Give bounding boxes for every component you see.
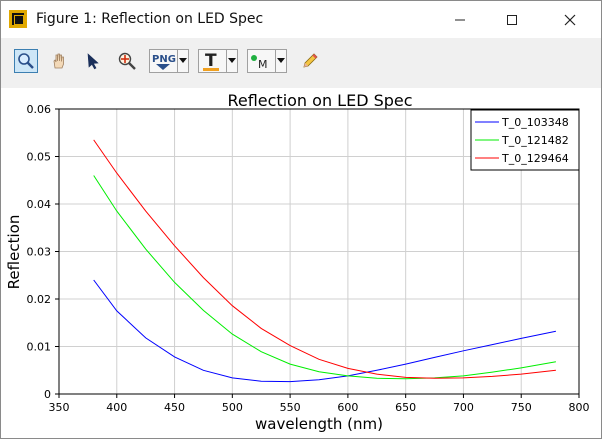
close-button[interactable] (547, 1, 593, 38)
data-cursor-tool[interactable] (115, 49, 139, 73)
x-tick-label: 800 (569, 401, 590, 414)
maximize-button[interactable] (489, 1, 535, 38)
window-title: Figure 1: Reflection on LED Spec (36, 11, 264, 27)
x-tick-label: 750 (511, 401, 532, 414)
pan-tool[interactable] (47, 49, 71, 73)
select-tool[interactable] (81, 49, 105, 73)
chart-title: Reflection on LED Spec (227, 91, 412, 110)
series-line-T_0_103348[interactable] (93, 279, 557, 383)
svg-text:PNG: PNG (152, 54, 176, 65)
y-tick-label: 0.01 (27, 341, 52, 354)
x-tick-label: 650 (395, 401, 416, 414)
svg-text:M: M (258, 58, 268, 71)
app-icon (9, 10, 27, 28)
legend-entry: T_0_103348 (501, 116, 569, 129)
x-tick-label: 550 (280, 401, 301, 414)
ticks: 350 400 450 500 550 600 650 700 750 800 0 0.01 0.02 0… (27, 103, 590, 414)
legend[interactable]: T_0_103348 T_0_121482 T_0_129464 (470, 109, 580, 171)
png-icon: PNG (152, 54, 176, 70)
series-line-T_0_121482[interactable] (93, 175, 556, 380)
series-line-T_0_129464[interactable] (93, 139, 556, 379)
chevron-down-icon[interactable] (225, 50, 237, 72)
legend-entry: T_0_121482 (501, 134, 569, 147)
toolbar: PNG T M (1, 38, 601, 88)
plot-area[interactable]: 350 400 450 500 550 600 650 700 750 800 0 0.01 0.02 0… (1, 88, 601, 438)
maximize-icon (507, 14, 517, 25)
title-bar[interactable]: Figure 1: Reflection on LED Spec (1, 1, 601, 38)
marker-tool[interactable]: M (247, 49, 287, 73)
close-icon (564, 14, 576, 25)
x-axis-label: wavelength (nm) (255, 415, 383, 433)
x-tick-label: 400 (106, 401, 127, 414)
y-tick-label: 0.02 (27, 293, 52, 306)
y-tick-label: 0.03 (27, 246, 52, 259)
series-lines (93, 139, 557, 383)
chart[interactable]: 350 400 450 500 550 600 650 700 750 800 0 0.01 0.02 0… (1, 88, 601, 438)
minimize-button[interactable] (437, 1, 483, 38)
x-tick-label: 500 (222, 401, 243, 414)
minimize-icon (455, 19, 465, 20)
y-tick-label: 0.06 (27, 103, 52, 116)
marker-icon: M (251, 55, 268, 71)
magnifier-icon (18, 53, 34, 69)
y-tick-label: 0 (44, 388, 51, 401)
text-tool[interactable]: T (198, 49, 238, 73)
svg-text:T: T (205, 51, 217, 71)
x-tick-label: 450 (164, 401, 185, 414)
pencil-icon (303, 53, 318, 68)
x-tick-label: 350 (49, 401, 70, 414)
chevron-down-icon[interactable] (176, 50, 188, 72)
x-tick-label: 600 (337, 401, 358, 414)
legend-entry: T_0_129464 (501, 152, 569, 165)
grid (59, 109, 579, 394)
y-tick-label: 0.05 (27, 151, 52, 164)
hand-icon (53, 53, 64, 69)
export-png-tool[interactable]: PNG (149, 49, 189, 73)
crosshair-magnifier-icon (118, 52, 136, 70)
arrow-cursor-icon (87, 53, 99, 70)
x-tick-label: 700 (453, 401, 474, 414)
zoom-tool[interactable] (14, 49, 38, 73)
y-axis-label: Reflection (5, 215, 23, 290)
chevron-down-icon[interactable] (274, 50, 286, 72)
y-tick-label: 0.04 (27, 198, 52, 211)
text-icon: T (203, 51, 219, 71)
pencil-tool[interactable] (298, 49, 322, 73)
